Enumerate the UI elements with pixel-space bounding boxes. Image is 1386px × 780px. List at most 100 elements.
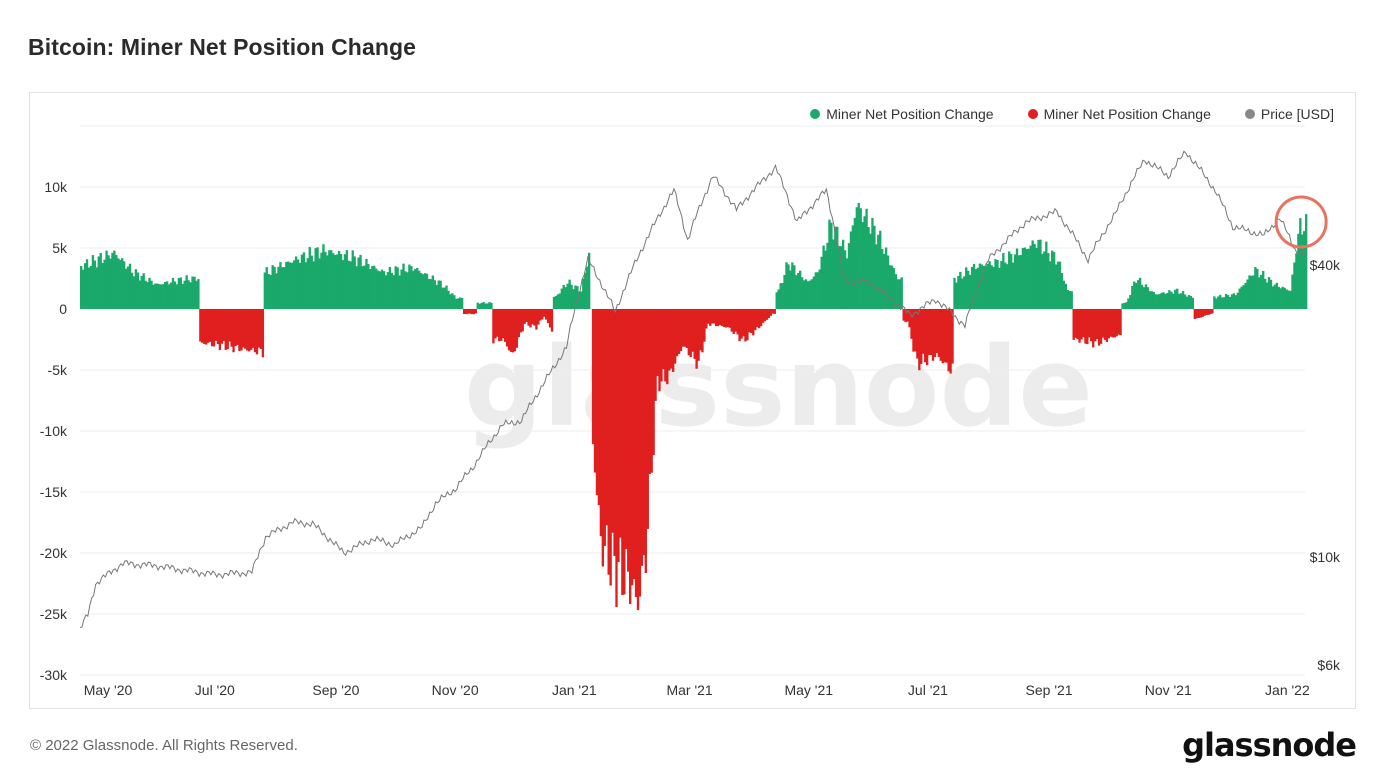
net-position-bar (531, 309, 534, 325)
net-position-bar (1070, 291, 1073, 309)
net-position-bar (306, 258, 309, 309)
net-position-bar (765, 309, 769, 320)
net-position-bar (1029, 245, 1032, 309)
net-position-bar (478, 303, 481, 309)
net-position-bar (1150, 291, 1153, 309)
net-position-bar (234, 309, 237, 347)
net-position-bar (1174, 289, 1177, 309)
net-position-bar (240, 309, 243, 351)
y-tick-label: 0 (59, 301, 67, 317)
net-position-bar (222, 309, 225, 341)
net-position-bar (482, 302, 485, 309)
net-position-bar (505, 309, 509, 347)
net-position-bar (162, 284, 165, 309)
net-position-bar (99, 252, 102, 309)
net-position-bar (654, 309, 657, 401)
net-position-bar (847, 243, 851, 309)
net-position-bar (1047, 253, 1050, 309)
net-position-bar (1088, 309, 1091, 338)
net-position-bar (1234, 295, 1238, 309)
net-position-bar (871, 217, 874, 309)
net-position-bar (285, 261, 288, 309)
net-position-bar (713, 309, 716, 324)
net-position-bar (335, 254, 339, 309)
net-position-bar (1158, 294, 1161, 309)
net-position-bar (714, 309, 718, 327)
net-position-bar (396, 267, 399, 309)
net-position-bar (826, 242, 829, 309)
net-position-bar (1084, 309, 1087, 344)
legend-item-price[interactable]: Price [USD] (1244, 106, 1334, 122)
net-position-bar (376, 270, 380, 309)
net-position-bar (511, 309, 515, 353)
net-position-bar (1152, 291, 1155, 309)
net-position-bar (206, 309, 210, 343)
net-position-bar (1179, 293, 1183, 309)
net-position-bar (255, 309, 259, 355)
net-position-bar (412, 270, 415, 309)
net-position-bar (1062, 280, 1066, 309)
net-position-bar (951, 309, 954, 364)
net-position-bar (890, 265, 894, 309)
net-position-bar (1211, 309, 1214, 314)
net-position-bar (328, 250, 331, 309)
net-position-bar (1224, 293, 1228, 309)
net-position-bar (1220, 297, 1224, 309)
net-position-bar (1287, 290, 1290, 309)
net-position-bar (1103, 309, 1107, 340)
net-position-bar (781, 283, 784, 309)
net-position-bar (908, 309, 911, 328)
net-position-bar (703, 309, 706, 342)
net-position-bar (1305, 214, 1308, 309)
net-position-bar (236, 309, 239, 345)
highlight-circle (1274, 195, 1328, 249)
net-position-bar (347, 260, 351, 309)
net-position-bar (720, 309, 724, 326)
net-position-bar (1273, 284, 1277, 309)
net-position-bar (1082, 309, 1085, 338)
net-position-bar (158, 284, 161, 309)
net-position-bar (171, 278, 175, 309)
net-position-bar (269, 274, 272, 309)
x-tick-label: Sep '21 (1026, 682, 1073, 698)
net-position-bar (658, 309, 661, 392)
net-position-bar (281, 267, 284, 309)
net-position-bar (1107, 309, 1111, 339)
net-position-bar (539, 309, 542, 321)
net-position-bar (205, 309, 208, 345)
net-position-bar (466, 309, 470, 314)
net-position-bar (730, 309, 733, 332)
net-position-bar (212, 309, 216, 347)
x-tick-label: Nov '20 (432, 682, 479, 698)
net-position-bar (830, 222, 833, 309)
net-position-bar (371, 266, 374, 309)
net-position-bar (314, 248, 317, 309)
net-position-bar (877, 234, 880, 309)
net-position-bar (136, 272, 140, 309)
net-position-bar (945, 309, 948, 363)
net-position-bar (869, 233, 872, 309)
legend-item-positive[interactable]: Miner Net Position Change (810, 106, 994, 122)
net-position-bar (1017, 255, 1021, 309)
net-position-bar (967, 270, 970, 309)
net-position-bar (404, 271, 407, 309)
net-position-bar (1238, 288, 1241, 309)
net-position-bar (1258, 277, 1261, 309)
net-position-bar (767, 309, 771, 318)
legend-item-negative[interactable]: Miner Net Position Change (1027, 106, 1211, 122)
net-position-bar (1127, 298, 1130, 309)
net-position-bar (261, 309, 265, 358)
net-position-bar (486, 303, 489, 309)
net-position-bar (970, 266, 974, 309)
net-position-bar (1166, 293, 1169, 309)
net-position-bar (587, 252, 591, 309)
net-position-bar (316, 247, 319, 309)
net-position-bar (527, 309, 530, 326)
net-position-bar (439, 280, 442, 309)
net-position-bar (775, 292, 778, 309)
net-position-bar (736, 309, 739, 335)
net-position-bar (1051, 250, 1054, 309)
net-position-bar (1252, 275, 1255, 309)
net-position-bar (406, 272, 409, 309)
net-position-bar (595, 309, 599, 496)
